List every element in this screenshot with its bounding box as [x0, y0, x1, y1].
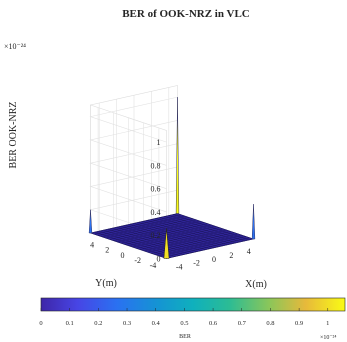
colorbar-tick-label: 0.5 [180, 320, 188, 327]
surface-spike [251, 204, 256, 240]
colorbar-tick-label: 0.3 [123, 320, 131, 327]
x-tick-label: -2 [193, 259, 200, 268]
mesh-line [105, 218, 193, 239]
z-grid-line [89, 166, 178, 213]
surface-spike [163, 228, 170, 259]
y-tick-labels: 4 2 0 -2 -4 [90, 241, 156, 270]
colorbar-tick-label: 0.2 [94, 320, 102, 327]
mesh-line [128, 226, 216, 246]
z-grid-line [89, 143, 178, 189]
mesh-line [90, 213, 178, 234]
z-tick-label: 0.8 [151, 161, 161, 170]
x-tick-labels: -4 -2 0 2 4 [176, 247, 251, 272]
colorbar-multiplier: ×10⁻²⁴ [320, 335, 336, 341]
mesh-line [101, 217, 189, 237]
mesh-line [177, 213, 254, 240]
x-tick-label: 0 [212, 255, 216, 264]
mesh-line [98, 215, 186, 236]
mesh-line [168, 215, 245, 242]
colorbar-tick-label: 1 [326, 320, 329, 327]
y-tick-label: 2 [105, 246, 109, 255]
colorbar-tick-label: 0 [39, 320, 42, 327]
mesh-line [94, 214, 182, 235]
surface-spike [175, 97, 180, 214]
mesh-line [120, 223, 208, 244]
mesh-line [164, 216, 241, 243]
z-grid-line [89, 96, 178, 143]
mesh-line [142, 221, 219, 247]
y-tick-label: -4 [150, 261, 157, 270]
colorbar-tick-labels: 0 0.1 0.2 0.3 0.4 0.5 0.6 0.7 0.8 0.9 1 [39, 308, 329, 327]
z-tick-label: 0.4 [151, 208, 161, 217]
surface-spike [88, 209, 93, 234]
colorbar [40, 297, 346, 312]
mesh-line [117, 222, 205, 243]
colorbar-label: BER [179, 334, 191, 340]
mesh-line [109, 219, 197, 240]
z-tick-label: 0.6 [151, 185, 161, 194]
surface-spikes [88, 97, 256, 259]
y-tick-label: 0 [121, 251, 125, 260]
mesh-line [173, 214, 250, 241]
colorbar-tick-label: 0.8 [266, 320, 274, 327]
x-tick-label: 2 [229, 251, 233, 260]
y-tick-label: 4 [90, 241, 94, 250]
y-axis-label: Y(m) [95, 278, 117, 289]
colorbar-tick-label: 0.6 [209, 320, 218, 327]
chart-title: BER of OOK-NRZ in VLC [122, 8, 250, 20]
z-tick-label: 0.2 [151, 231, 161, 240]
z-tick-labels: 0 0.2 0.4 0.6 0.8 1 [151, 138, 161, 263]
mesh-line [160, 217, 237, 244]
mesh-line [151, 219, 228, 246]
colorbar-tick-label: 0.7 [238, 320, 247, 327]
z-tick-label: 0 [157, 255, 161, 264]
z-axis-label: BER OOK-NRZ [8, 102, 19, 169]
z-multiplier: ×10⁻²⁴ [4, 42, 26, 51]
mesh-line [113, 220, 201, 241]
mesh-line [138, 222, 215, 248]
z-grid-line [89, 120, 178, 166]
x-tick-label: -4 [176, 263, 183, 272]
x-tick-label: 4 [247, 247, 251, 256]
x-axis-label: X(m) [245, 279, 267, 290]
colorbar-tick-label: 0.9 [295, 320, 303, 327]
mesh-line [146, 220, 224, 246]
colorbar-tick-label: 0.1 [66, 320, 74, 327]
colorbar-tick-label: 0.4 [152, 320, 161, 327]
y-tick-label: -2 [134, 256, 141, 265]
mesh-line [124, 224, 212, 245]
mesh-line [155, 218, 232, 245]
z-tick-label: 1 [157, 138, 161, 147]
